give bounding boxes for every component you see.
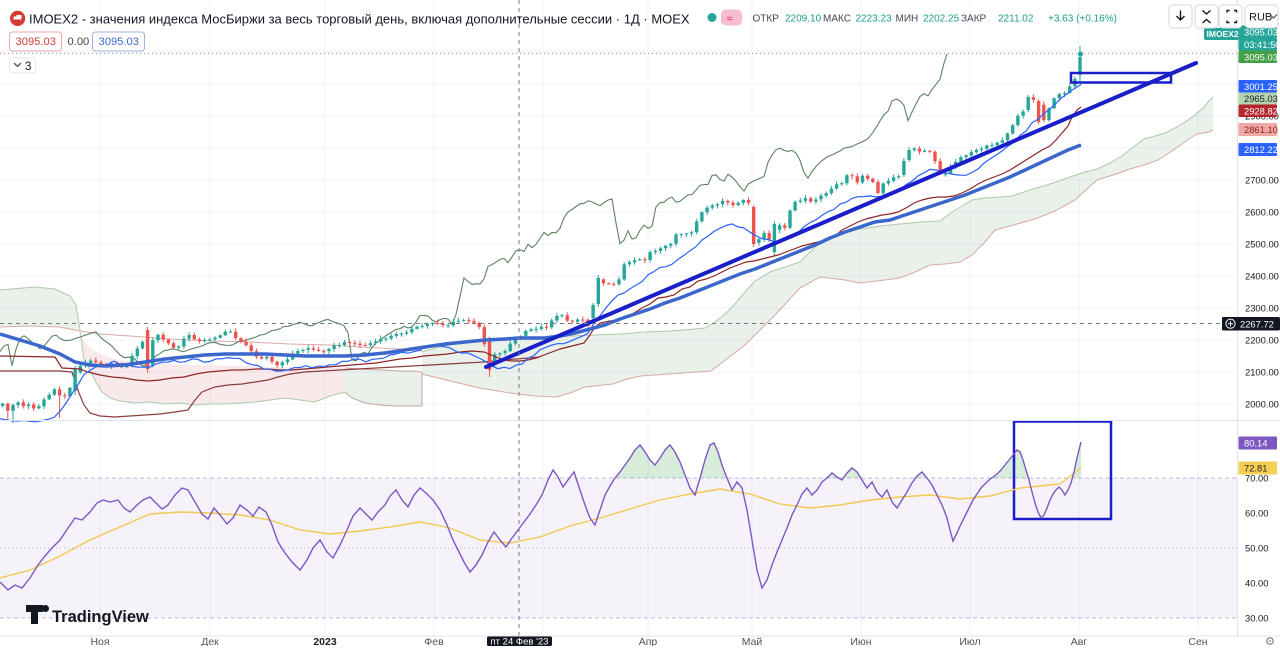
svg-text:RUB: RUB	[1249, 12, 1272, 24]
svg-text:2928.82: 2928.82	[1244, 105, 1278, 116]
svg-text:ЗАКР: ЗАКР	[961, 13, 987, 24]
svg-text:3095.03: 3095.03	[1244, 26, 1278, 37]
svg-text:80.14: 80.14	[1244, 438, 1267, 449]
svg-text:≈: ≈	[727, 13, 733, 25]
svg-text:Дек: Дек	[201, 636, 219, 646]
svg-text:03:41:50: 03:41:50	[1244, 39, 1280, 50]
svg-text:МАКС: МАКС	[823, 13, 851, 24]
svg-text:0.00: 0.00	[68, 36, 90, 48]
svg-text:Июл: Июл	[959, 636, 980, 646]
svg-text:60.00: 60.00	[1245, 507, 1268, 518]
svg-text:Авг: Авг	[1071, 636, 1088, 646]
svg-text:3: 3	[25, 61, 31, 73]
svg-text:+3.63 (+0.16%): +3.63 (+0.16%)	[1048, 13, 1117, 24]
svg-text:2600.00: 2600.00	[1245, 206, 1279, 217]
svg-text:3001.25: 3001.25	[1244, 81, 1278, 92]
svg-text:2400.00: 2400.00	[1245, 270, 1279, 281]
svg-text:30.00: 30.00	[1245, 612, 1268, 623]
svg-text:Май: Май	[742, 636, 763, 646]
svg-text:50.00: 50.00	[1245, 542, 1268, 553]
svg-text:2023: 2023	[313, 636, 337, 646]
svg-text:пт 24 Фев '23: пт 24 Фев '23	[491, 636, 549, 646]
svg-text:72.81: 72.81	[1244, 463, 1267, 474]
svg-text:2211.02: 2211.02	[998, 13, 1034, 24]
svg-text:2200.00: 2200.00	[1245, 334, 1279, 345]
svg-text:2965.03: 2965.03	[1244, 93, 1278, 104]
svg-text:2100.00: 2100.00	[1245, 366, 1279, 377]
svg-text:3095.03: 3095.03	[16, 36, 56, 48]
svg-text:2223.23: 2223.23	[856, 13, 893, 24]
svg-text:2202.25: 2202.25	[923, 13, 960, 24]
svg-text:3095.03: 3095.03	[1244, 51, 1278, 62]
svg-text:Ноя: Ноя	[90, 636, 109, 646]
svg-text:Сен: Сен	[1188, 636, 1207, 646]
svg-text:TradingView: TradingView	[52, 608, 149, 626]
svg-text:2700.00: 2700.00	[1245, 174, 1279, 185]
svg-text:Апр: Апр	[639, 636, 658, 646]
svg-text:IMOEX2: IMOEX2	[1207, 29, 1239, 39]
svg-text:2209.10: 2209.10	[785, 13, 822, 24]
svg-text:2500.00: 2500.00	[1245, 238, 1279, 249]
svg-text:2000.00: 2000.00	[1245, 398, 1279, 409]
svg-text:2267.72: 2267.72	[1240, 318, 1274, 329]
svg-text:2812.22: 2812.22	[1244, 144, 1278, 155]
svg-text:МИН: МИН	[896, 13, 919, 24]
svg-text:2861.10: 2861.10	[1244, 124, 1278, 135]
svg-text:2300.00: 2300.00	[1245, 302, 1279, 313]
svg-text:IMOEX2 - значения индекса МосБ: IMOEX2 - значения индекса МосБиржи за ве…	[29, 11, 690, 26]
svg-text:ОТКР: ОТКР	[753, 13, 780, 24]
svg-text:70.00: 70.00	[1245, 472, 1268, 483]
svg-text:3095.03: 3095.03	[99, 36, 139, 48]
svg-text:Фев: Фев	[424, 636, 444, 646]
svg-text:40.00: 40.00	[1245, 577, 1268, 588]
svg-text:Июн: Июн	[850, 636, 871, 646]
